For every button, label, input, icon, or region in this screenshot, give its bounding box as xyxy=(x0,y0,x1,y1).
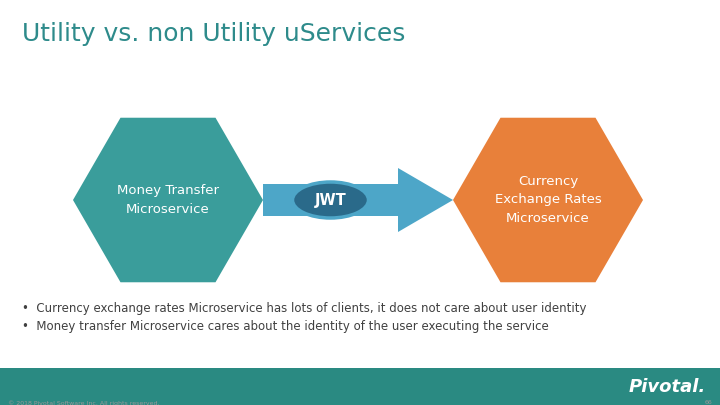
Polygon shape xyxy=(73,118,263,282)
Text: Pivotal.: Pivotal. xyxy=(629,377,706,396)
Text: Money Transfer
Microservice: Money Transfer Microservice xyxy=(117,184,219,216)
Ellipse shape xyxy=(292,182,369,218)
Text: JWT: JWT xyxy=(315,192,346,207)
Text: Utility vs. non Utility uServices: Utility vs. non Utility uServices xyxy=(22,22,405,46)
Polygon shape xyxy=(263,168,453,232)
Text: Currency
Exchange Rates
Microservice: Currency Exchange Rates Microservice xyxy=(495,175,601,226)
Text: •  Currency exchange rates Microservice has lots of clients, it does not care ab: • Currency exchange rates Microservice h… xyxy=(22,302,587,315)
Polygon shape xyxy=(453,118,643,282)
Text: 66: 66 xyxy=(704,400,712,405)
Text: © 2018 Pivotal Software Inc. All rights reserved.: © 2018 Pivotal Software Inc. All rights … xyxy=(8,400,160,405)
Bar xyxy=(0,368,720,405)
Text: •  Money transfer Microservice cares about the identity of the user executing th: • Money transfer Microservice cares abou… xyxy=(22,320,549,333)
